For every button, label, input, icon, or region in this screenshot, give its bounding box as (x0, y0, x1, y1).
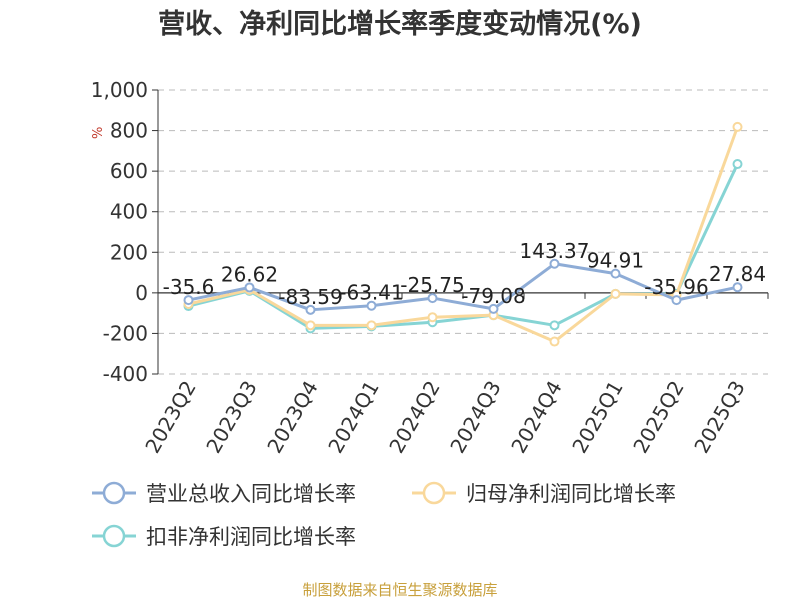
data-point (732, 282, 743, 293)
x-tick-label: 2024Q3 (445, 377, 505, 458)
y-tick-label: -400 (103, 362, 148, 386)
x-tick-label: 2024Q1 (323, 377, 383, 458)
data-point (366, 320, 377, 331)
y-tick-label: -200 (103, 321, 148, 345)
legend-marker (102, 481, 126, 505)
data-label: 26.62 (221, 262, 278, 286)
legend-label: 归母净利润同比增长率 (466, 482, 676, 506)
data-point (549, 336, 560, 347)
chart-title: 营收、净利同比增长率季度变动情况(%) (158, 8, 642, 40)
series-layer (183, 121, 743, 347)
data-point (305, 304, 316, 315)
data-point (183, 295, 194, 306)
data-label: 27.84 (709, 262, 766, 286)
legend-marker (422, 481, 446, 505)
x-tick-label: 2025Q3 (689, 377, 749, 458)
x-tick-label: 2024Q4 (506, 377, 566, 458)
x-tick-label: 2025Q2 (628, 377, 688, 458)
y-tick-label: 1,000 (91, 78, 148, 102)
x-tick-label: 2023Q2 (140, 377, 200, 458)
data-label: -35.96 (644, 275, 708, 299)
data-point (244, 282, 255, 293)
x-tick-label: 2023Q4 (262, 377, 322, 458)
legend-marker (102, 524, 126, 548)
legend-item[interactable]: 扣非净利润同比增长率 (92, 524, 356, 549)
data-label: -83.59 (278, 285, 342, 309)
data-point (610, 288, 621, 299)
data-point (732, 121, 743, 132)
series-line (188, 262, 738, 312)
data-label: -79.08 (461, 284, 525, 308)
data-label: 143.37 (520, 239, 590, 263)
x-tick-label: 2023Q3 (201, 377, 261, 458)
legend-item[interactable]: 营业总收入同比增长率 (92, 481, 356, 506)
data-point (427, 293, 438, 304)
data-label: 94.91 (587, 249, 644, 273)
y-tick-label: 0 (135, 281, 148, 305)
data-point (732, 159, 743, 170)
data-label: -63.41 (339, 281, 403, 305)
data-point (549, 258, 560, 269)
legend-item[interactable]: 归母净利润同比增长率 (412, 481, 676, 506)
data-point (305, 320, 316, 331)
source-note: 制图数据来自恒生聚源数据库 (302, 581, 497, 599)
data-point (610, 268, 621, 279)
series-line (188, 126, 739, 344)
data-label: -25.75 (400, 273, 464, 297)
y-tick-label: 600 (110, 159, 148, 183)
data-point (671, 295, 682, 306)
y-axis-unit: % (91, 127, 106, 139)
y-tick-label: 400 (110, 200, 148, 224)
data-point (549, 320, 560, 331)
legend-label: 营业总收入同比增长率 (146, 482, 356, 506)
grid-layer (158, 89, 768, 375)
x-tick-label: 2025Q1 (567, 377, 627, 458)
data-point (427, 312, 438, 323)
y-tick-label: 200 (110, 240, 148, 264)
data-label: -35.6 (163, 275, 215, 299)
legend-label: 扣非净利润同比增长率 (146, 525, 356, 549)
data-label-layer: -35.626.62-83.59-63.41-25.75-79.08 143.37… (163, 239, 767, 309)
data-point (366, 300, 377, 311)
y-tick-label: 800 (110, 119, 148, 143)
data-point (488, 303, 499, 314)
x-tick-label: 2024Q2 (384, 377, 444, 458)
